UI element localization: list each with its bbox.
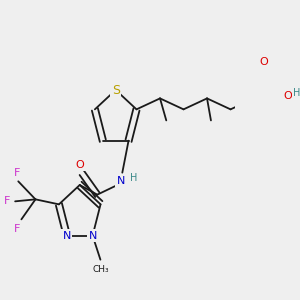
Text: CH₃: CH₃ xyxy=(92,265,109,274)
Text: O: O xyxy=(284,92,292,101)
Text: H: H xyxy=(130,173,137,183)
Text: S: S xyxy=(112,83,120,97)
Text: F: F xyxy=(14,224,21,234)
Text: O: O xyxy=(259,57,268,68)
Text: N: N xyxy=(88,231,97,241)
Text: H: H xyxy=(293,88,300,98)
Text: N: N xyxy=(63,231,71,241)
Text: N: N xyxy=(117,176,125,186)
Text: F: F xyxy=(4,196,11,206)
Text: O: O xyxy=(76,160,85,170)
Text: F: F xyxy=(14,168,20,178)
